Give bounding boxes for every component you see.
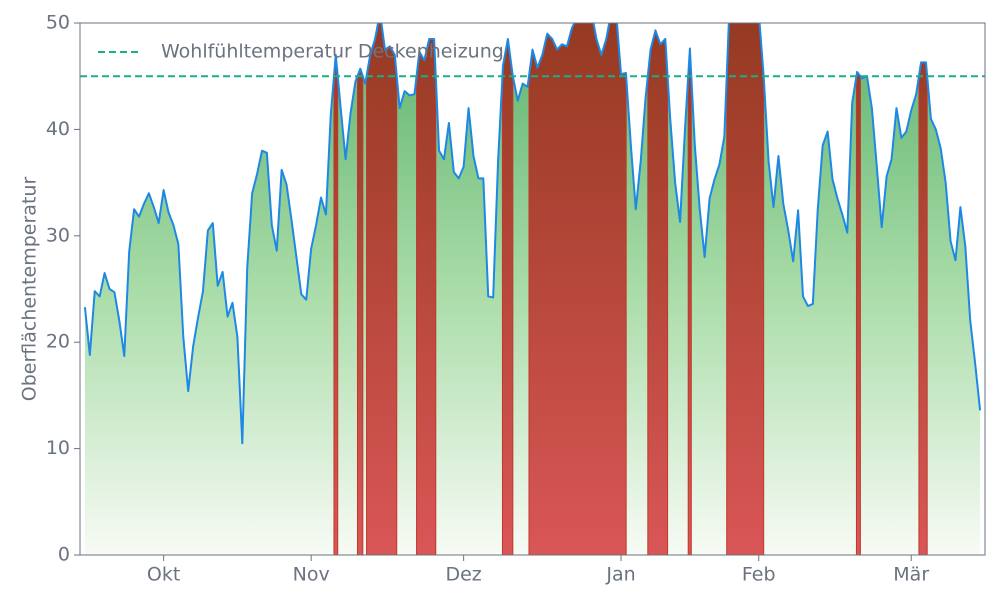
x-tick-label: Jan <box>605 564 635 586</box>
above-threshold-area <box>918 61 928 555</box>
above-threshold-area <box>356 67 364 555</box>
above-threshold-area <box>333 54 339 555</box>
x-tick-label: Nov <box>293 564 330 586</box>
y-tick-label: 50 <box>46 12 70 34</box>
x-tick-label: Feb <box>742 564 776 586</box>
y-tick-label: 20 <box>46 331 70 353</box>
above-threshold-area <box>528 23 627 555</box>
legend-label: Wohlfühltemperatur Deckenheizung <box>161 41 504 63</box>
y-axis-label: Oberflächentemperatur <box>19 177 41 402</box>
x-tick-label: Mär <box>893 564 929 586</box>
above-threshold-area <box>687 48 692 555</box>
above-threshold-area <box>501 38 514 555</box>
above-threshold-area <box>647 28 669 555</box>
above-threshold-area <box>855 70 861 555</box>
above-threshold-area <box>416 38 437 555</box>
y-tick-label: 0 <box>58 544 70 566</box>
above-threshold-area <box>726 23 765 555</box>
above-threshold-area <box>366 23 398 555</box>
plot-area <box>83 23 982 555</box>
y-tick-label: 10 <box>46 437 70 459</box>
line <box>83 23 982 445</box>
x-tick-label: Dez <box>445 564 481 586</box>
x-tick-label: Okt <box>147 564 180 586</box>
y-tick-label: 40 <box>46 118 70 140</box>
y-tick-label: 30 <box>46 224 70 246</box>
plot-frame <box>79 22 986 556</box>
